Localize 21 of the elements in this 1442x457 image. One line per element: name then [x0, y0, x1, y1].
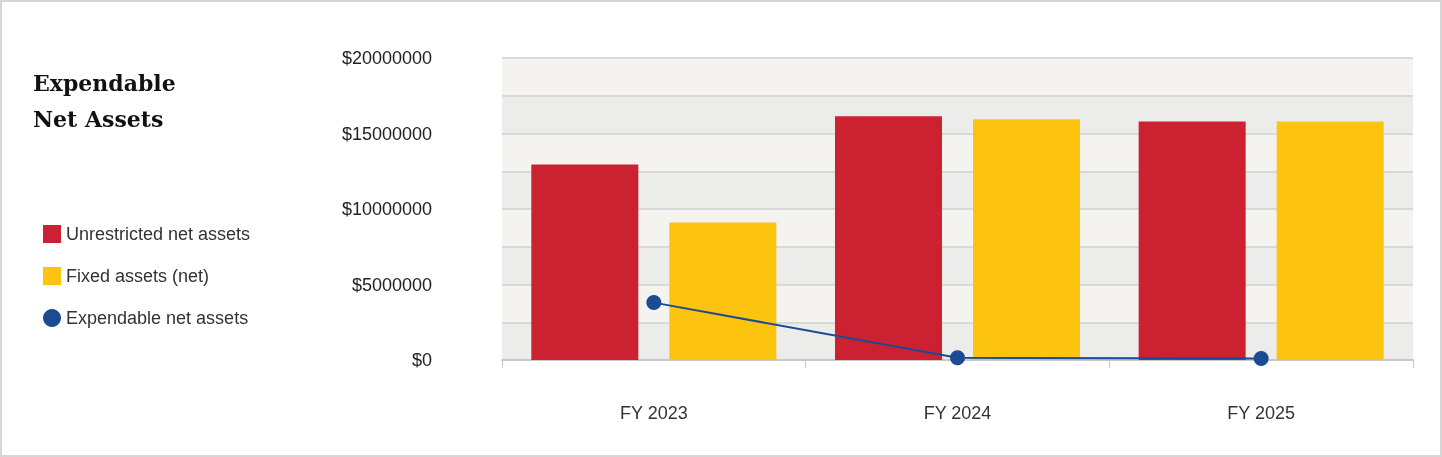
legend-label: Fixed assets (net) — [66, 266, 210, 286]
x-tick-label: FY 2025 — [1227, 403, 1296, 423]
y-tick-label: $20000000 — [341, 48, 432, 68]
legend-label: Unrestricted net assets — [66, 224, 251, 244]
x-tick-label: FY 2023 — [619, 403, 688, 423]
point — [646, 295, 662, 311]
bar — [973, 119, 1081, 360]
bar — [1276, 121, 1384, 360]
bar — [669, 222, 777, 360]
text: Expendable Net Assets — [33, 70, 176, 132]
y-tick-label: $0 — [411, 350, 432, 370]
point — [1253, 350, 1269, 366]
bar — [834, 116, 942, 360]
bar — [531, 164, 639, 360]
x-tick-label: FY 2024 — [923, 403, 992, 423]
bar — [1138, 121, 1246, 360]
y-tick-label: $10000000 — [341, 199, 432, 219]
y-tick-label: $5000000 — [351, 274, 432, 295]
point — [950, 350, 965, 366]
y-tick-label: $15000000 — [341, 123, 432, 144]
legend-label: Expendable net assets — [66, 308, 249, 328]
